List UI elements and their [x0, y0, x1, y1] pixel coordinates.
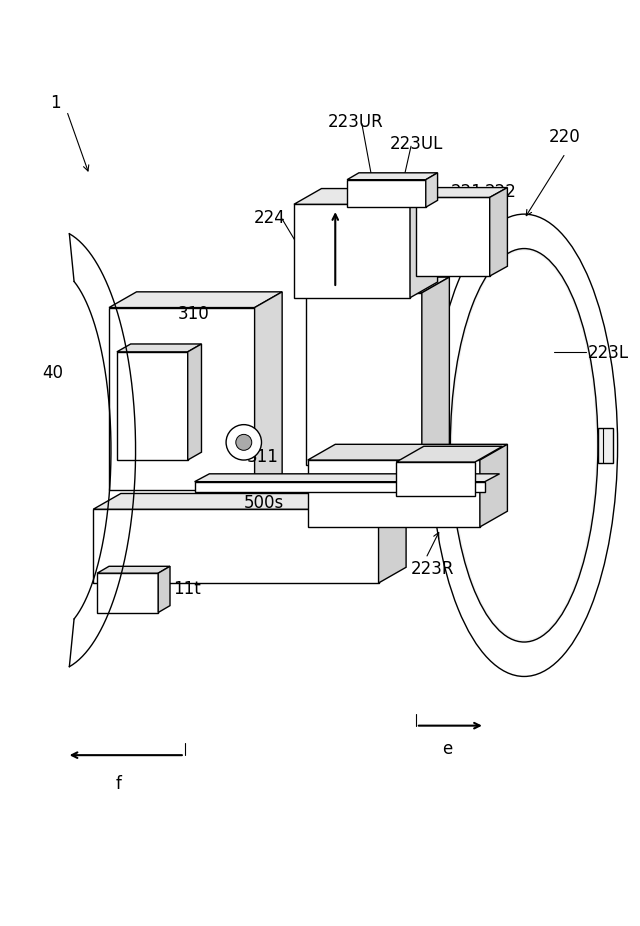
- Circle shape: [236, 434, 252, 450]
- Polygon shape: [378, 494, 406, 583]
- Text: 222: 222: [484, 182, 516, 201]
- Polygon shape: [422, 277, 449, 465]
- Polygon shape: [347, 173, 438, 180]
- Polygon shape: [195, 482, 484, 492]
- Polygon shape: [188, 344, 202, 460]
- Text: 11t: 11t: [173, 580, 201, 598]
- Polygon shape: [93, 494, 406, 509]
- Ellipse shape: [452, 251, 596, 640]
- Text: 311: 311: [247, 448, 278, 467]
- Text: 224: 224: [253, 209, 285, 227]
- Polygon shape: [490, 188, 508, 276]
- Text: 500s: 500s: [244, 494, 284, 512]
- Text: 223UR: 223UR: [328, 113, 383, 131]
- Text: 310: 310: [178, 305, 210, 322]
- Text: 12t: 12t: [131, 398, 159, 416]
- Polygon shape: [416, 197, 490, 276]
- Text: 220: 220: [548, 128, 580, 145]
- Text: 1: 1: [50, 94, 61, 112]
- Ellipse shape: [431, 214, 618, 677]
- Ellipse shape: [451, 248, 598, 642]
- Polygon shape: [195, 474, 500, 482]
- Polygon shape: [308, 444, 508, 460]
- Polygon shape: [117, 344, 202, 352]
- Polygon shape: [308, 460, 480, 527]
- Polygon shape: [97, 567, 170, 573]
- Polygon shape: [306, 293, 422, 465]
- Text: f: f: [116, 775, 122, 793]
- Polygon shape: [158, 567, 170, 612]
- Text: 223R: 223R: [411, 560, 454, 579]
- Polygon shape: [294, 205, 410, 298]
- Text: 223L: 223L: [588, 344, 629, 362]
- Polygon shape: [598, 428, 612, 463]
- Polygon shape: [396, 462, 475, 496]
- Text: 221: 221: [451, 182, 482, 201]
- Polygon shape: [306, 277, 449, 293]
- Polygon shape: [97, 573, 158, 612]
- Polygon shape: [109, 307, 255, 490]
- Polygon shape: [426, 173, 438, 207]
- Polygon shape: [347, 180, 426, 207]
- Polygon shape: [117, 352, 188, 460]
- Polygon shape: [480, 444, 508, 527]
- Circle shape: [226, 425, 262, 460]
- Text: 40: 40: [42, 364, 63, 382]
- Polygon shape: [109, 292, 282, 307]
- Polygon shape: [93, 509, 378, 583]
- Text: 223Rt: 223Rt: [328, 482, 378, 500]
- Text: 223Lt: 223Lt: [319, 354, 367, 372]
- Polygon shape: [416, 188, 508, 197]
- Polygon shape: [294, 189, 438, 205]
- Polygon shape: [410, 189, 438, 298]
- Polygon shape: [255, 292, 282, 490]
- Text: 223UL: 223UL: [389, 135, 443, 154]
- Polygon shape: [396, 446, 502, 462]
- Text: e: e: [442, 741, 452, 758]
